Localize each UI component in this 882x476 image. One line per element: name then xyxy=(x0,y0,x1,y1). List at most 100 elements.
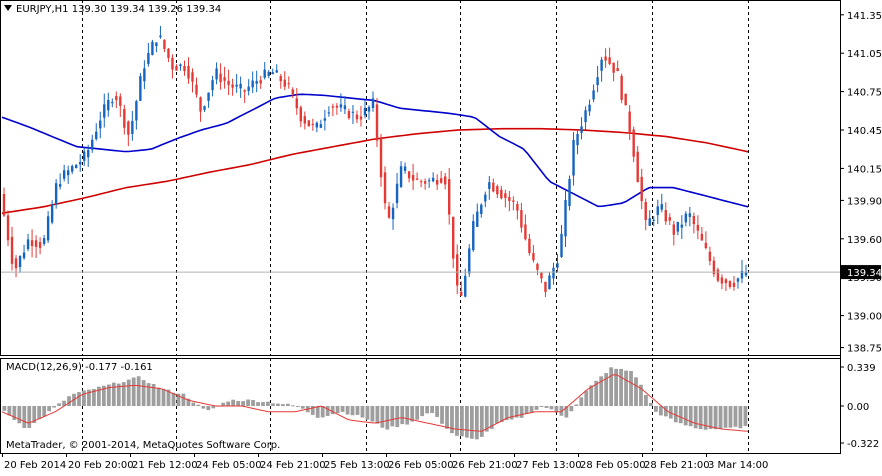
candle-body xyxy=(147,52,150,64)
macd-bar xyxy=(430,406,434,413)
candle-body xyxy=(323,118,327,121)
candle-body xyxy=(620,75,623,100)
candle-body xyxy=(175,66,178,71)
macd-tick-label: 0.00 xyxy=(847,402,869,413)
candle xyxy=(299,105,303,128)
candle-body xyxy=(640,176,643,202)
macd-bar xyxy=(42,406,47,417)
macd-bar xyxy=(385,406,390,430)
macd-bar xyxy=(644,394,648,406)
macd-bar xyxy=(281,404,285,406)
candle-body xyxy=(231,84,234,88)
candle-body xyxy=(283,79,286,87)
macd-bar xyxy=(191,402,196,406)
candle xyxy=(54,179,58,209)
candle xyxy=(195,77,198,98)
candle-body xyxy=(303,116,307,124)
macd-bar xyxy=(743,406,748,426)
macd-bar xyxy=(539,406,544,407)
candle-body xyxy=(532,253,535,261)
candle-body xyxy=(736,278,740,282)
moving-averages xyxy=(1,93,749,214)
candle xyxy=(335,103,339,115)
macd-bar xyxy=(708,406,713,430)
macd-bar xyxy=(564,406,569,418)
candle xyxy=(131,111,134,141)
candle-body xyxy=(676,221,680,232)
candle-body xyxy=(468,248,471,274)
price-tick-label: 140.15 xyxy=(847,164,882,175)
candle-body xyxy=(732,282,736,287)
candle-body xyxy=(484,194,487,202)
candle xyxy=(87,144,90,167)
candle-body xyxy=(604,56,607,61)
macd-bar xyxy=(624,370,628,406)
macd-bar xyxy=(440,406,444,424)
candle xyxy=(660,193,663,213)
collapse-triangle-icon[interactable] xyxy=(4,5,12,11)
candle xyxy=(371,91,375,112)
candle xyxy=(620,73,623,104)
macd-bar xyxy=(574,404,579,406)
candle-body xyxy=(91,139,94,150)
candle-body xyxy=(211,80,214,91)
macd-bar xyxy=(469,406,474,439)
macd-bar xyxy=(390,406,395,427)
macd-bar xyxy=(738,406,743,429)
macd-bar xyxy=(639,384,643,406)
candle-body xyxy=(668,217,671,221)
candle xyxy=(435,174,439,190)
candle xyxy=(724,278,728,292)
candle xyxy=(544,281,547,298)
macd-bar xyxy=(435,406,439,417)
candle xyxy=(736,277,740,289)
candle-body xyxy=(496,186,499,195)
candle xyxy=(612,62,615,82)
macd-bar xyxy=(176,393,181,406)
candle-body xyxy=(648,218,651,226)
candle-body xyxy=(560,233,563,257)
macd-bar xyxy=(201,406,206,409)
macd-bar xyxy=(634,377,638,406)
candle-body xyxy=(439,178,443,183)
macd-bar xyxy=(345,406,350,415)
copyright-text: MetaTrader, © 2001-2014, MetaQuotes Soft… xyxy=(6,440,281,451)
candle xyxy=(343,96,347,115)
candle-body xyxy=(34,240,38,247)
candle-body xyxy=(744,272,748,276)
macd-bar xyxy=(261,402,265,406)
candle-body xyxy=(123,108,126,128)
macd-signal-line xyxy=(1,374,749,432)
macd-bar xyxy=(718,406,723,430)
candle-body xyxy=(720,277,724,284)
candle-body xyxy=(331,106,335,108)
candle-body xyxy=(616,68,619,72)
candle xyxy=(66,165,70,184)
macd-bar xyxy=(380,406,385,428)
macd-bar xyxy=(360,406,365,418)
candle xyxy=(70,164,74,175)
macd-bar xyxy=(206,406,211,411)
macd-axis: 0.339 0.00 -0.322 xyxy=(840,363,879,450)
candle-body xyxy=(411,175,415,181)
candle-body xyxy=(379,138,383,178)
candle-body xyxy=(488,182,491,189)
macd-bar xyxy=(231,399,236,406)
candle-body xyxy=(299,107,303,122)
day-separators xyxy=(82,0,749,453)
macd-bar xyxy=(499,406,504,423)
candle xyxy=(500,185,503,200)
macd-bar xyxy=(62,400,66,406)
candle xyxy=(648,210,651,226)
macd-bar xyxy=(728,406,733,428)
candle-body xyxy=(632,129,635,157)
candle xyxy=(395,173,399,209)
candle-body xyxy=(79,161,82,165)
candle xyxy=(484,191,487,208)
candle-body xyxy=(480,204,483,214)
candle-body xyxy=(207,92,210,101)
candle xyxy=(431,172,435,183)
candle xyxy=(247,79,250,96)
